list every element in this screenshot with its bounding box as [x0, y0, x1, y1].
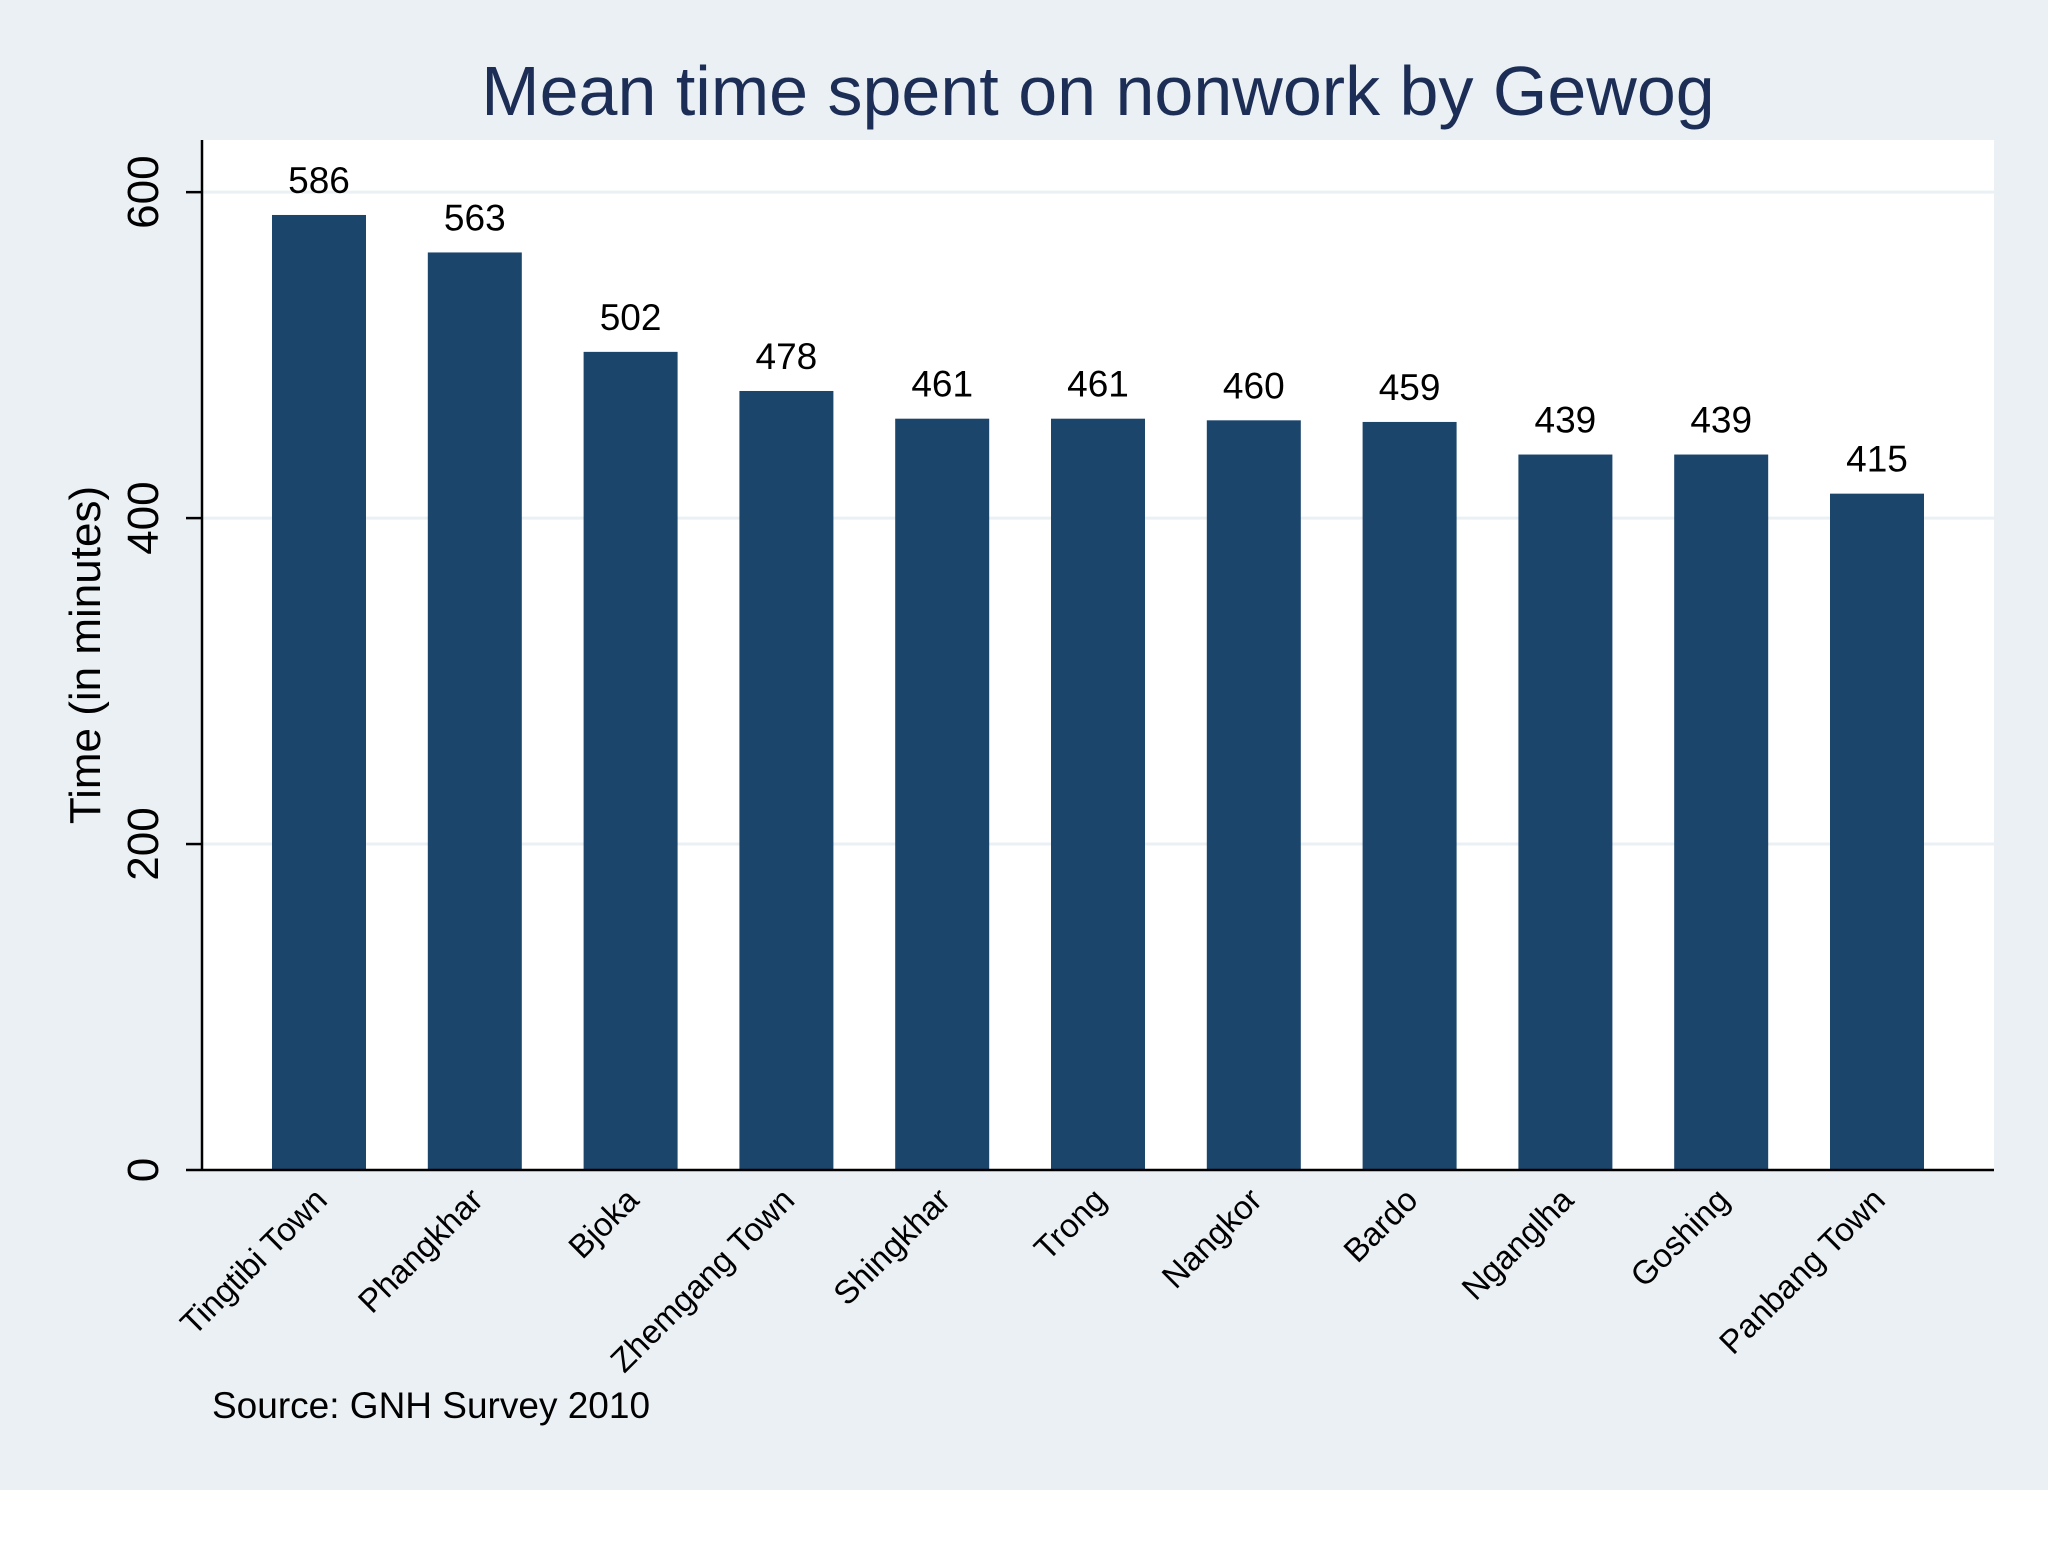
data-label: 461 — [1067, 364, 1129, 405]
bar-tingtibi-town — [272, 214, 366, 1170]
bar-goshing — [1674, 454, 1769, 1170]
bar-nganglha — [1518, 454, 1613, 1170]
data-label: 461 — [911, 364, 973, 405]
y-tick-label: 0 — [119, 1158, 168, 1182]
bar-shingkhar — [895, 418, 990, 1170]
data-label: 439 — [1690, 400, 1752, 441]
data-label: 563 — [444, 197, 506, 238]
data-labels: 586 563 502 478 461 461 460 459 439 439 415 — [288, 160, 1908, 480]
bars — [272, 214, 1924, 1171]
data-label: 459 — [1379, 367, 1441, 408]
data-label: 439 — [1535, 400, 1597, 441]
source-note: Source: GNH Survey 2010 — [212, 1385, 650, 1426]
data-label: 502 — [600, 297, 662, 338]
y-tick-label: 400 — [119, 481, 168, 554]
bar-bardo — [1362, 421, 1457, 1171]
data-label: 586 — [288, 160, 350, 201]
bar-trong — [1051, 418, 1145, 1170]
data-label: 460 — [1223, 365, 1285, 406]
chart-title: Mean time spent on nonwork by Gewog — [481, 52, 1714, 130]
data-label: 478 — [756, 336, 818, 377]
bar-bjoka — [583, 351, 678, 1171]
y-axis-title: Time (in minutes) — [61, 486, 110, 824]
bar-zhemgang-town — [739, 390, 834, 1170]
bar-nangkor — [1206, 420, 1301, 1170]
axes — [186, 140, 1994, 1172]
y-tick-label: 200 — [119, 807, 168, 880]
y-tick-label: 600 — [119, 155, 168, 228]
data-label: 415 — [1846, 439, 1908, 480]
bar-panbang-town — [1830, 493, 1924, 1171]
bar-phangkhar — [427, 252, 522, 1171]
